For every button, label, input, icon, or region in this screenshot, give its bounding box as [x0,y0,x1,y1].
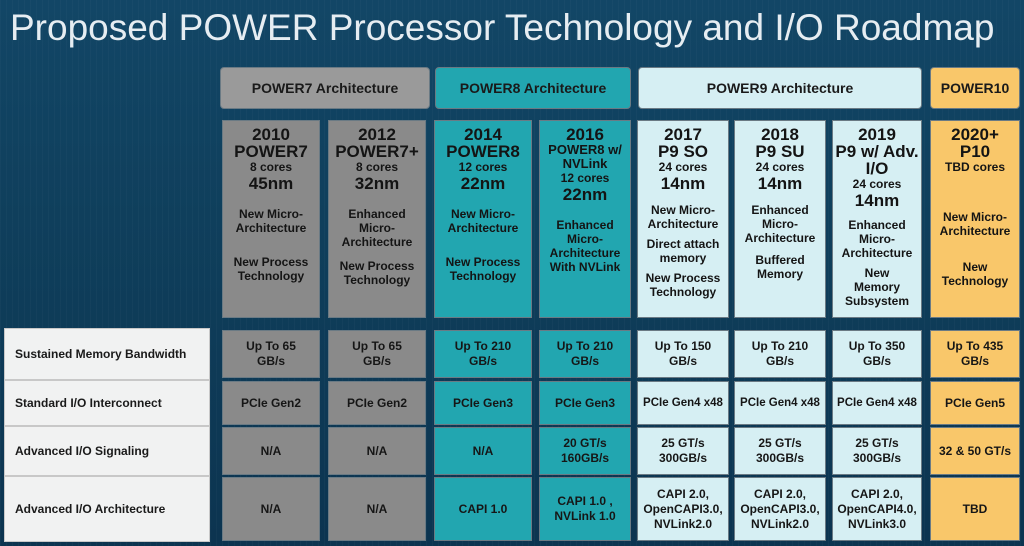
year: 2012 [358,125,396,144]
table-cell: 25 GT/s 300GB/s [832,427,922,475]
table-cell: N/A [222,477,320,541]
feature: New Micro-Architecture [447,207,519,235]
table-cell: PCIe Gen5 [930,381,1020,425]
table-cell: PCIe Gen3 [539,381,631,425]
processor-name: POWER7 [234,142,308,161]
processor-name: P9 SU [755,142,805,161]
table-cell: 25 GT/s 300GB/s [637,427,729,475]
table-cell: PCIe Gen2 [328,381,426,425]
generation-column: 2018 P9 SU 24 cores 14nm Enhanced Micro-… [734,120,826,318]
processor-name: POWER8 w/ NVLink [548,142,622,171]
processor-name: POWER8 [446,142,520,161]
table-cell: 32 & 50 GT/s [930,427,1020,475]
table-cell: TBD [930,477,1020,541]
processor-name: POWER7+ [335,142,419,161]
feature: New Memory Subsystem [844,266,910,308]
year: 2014 [464,125,502,144]
table-cell: Up To 65 GB/s [222,330,320,378]
year: 2019 [858,125,896,144]
core-count: 12 cores [560,171,610,185]
generation-column: 2020+ P10 TBD cores New Micro-Architectu… [930,120,1020,318]
processor-name: P9 SO [657,142,709,161]
table-cell: 20 GT/s 160GB/s [539,427,631,475]
generation-column: 2017 P9 SO 24 cores 14nm New Micro-Archi… [637,120,729,318]
table-cell: Up To 65 GB/s [328,330,426,378]
feature: New Micro-Architecture [235,207,307,235]
table-cell: CAPI 1.0 [434,477,532,541]
year: 2018 [761,125,799,144]
table-cell: N/A [328,427,426,475]
process-node: 14nm [660,174,706,193]
row-label: Standard I/O Interconnect [4,380,210,426]
family-header-power7: POWER7 Architecture [220,67,430,109]
feature: Buffered Memory [755,253,805,281]
core-count: 24 cores [755,160,805,174]
core-count: 24 cores [852,177,902,191]
table-cell: PCIe Gen3 [434,381,532,425]
table-cell: CAPI 2.0, OpenCAPI3.0, NVLink2.0 [637,477,729,541]
feature: New Micro-Architecture [647,203,719,231]
year: 2016 [566,125,604,144]
processor-name: P9 w/ Adv. I/O [835,142,919,178]
feature: New Process Technology [233,255,309,283]
table-cell: CAPI 2.0, OpenCAPI4.0, NVLink3.0 [832,477,922,541]
generation-column: 2012 POWER7+ 8 cores 32nm Enhanced Micro… [328,120,426,318]
feature: Enhanced Micro-Architecture With NVLink [549,218,621,274]
table-cell: PCIe Gen4 x48 [637,381,729,425]
process-node: 22nm [460,174,506,193]
year: 2020+ [951,125,999,144]
feature: New Micro-Architecture [939,210,1011,238]
table-cell: PCIe Gen2 [222,381,320,425]
feature: New Process Technology [445,255,521,283]
process-node: 14nm [854,191,900,210]
core-count: 8 cores [249,160,293,174]
year: 2010 [252,125,290,144]
feature: Enhanced Micro-Architecture [744,203,816,245]
table-cell: 25 GT/s 300GB/s [734,427,826,475]
table-cell: PCIe Gen4 x48 [734,381,826,425]
table-cell: N/A [328,477,426,541]
table-cell: Up To 210 GB/s [539,330,631,378]
process-node: 22nm [562,185,608,204]
core-count: 12 cores [458,160,508,174]
table-cell: Up To 350 GB/s [832,330,922,378]
feature: New Process Technology [645,271,721,299]
process-node: 45nm [248,174,294,193]
generation-column: 2019 P9 w/ Adv. I/O 24 cores 14nm Enhanc… [832,120,922,318]
core-count: 24 cores [658,160,708,174]
table-cell: N/A [434,427,532,475]
slide-title: Proposed POWER Processor Technology and … [10,7,995,48]
generation-column: 2010 POWER7 8 cores 45nm New Micro-Archi… [222,120,320,318]
row-label: Advanced I/O Signaling [4,426,210,476]
row-label: Advanced I/O Architecture [4,476,210,542]
process-node: 14nm [757,174,803,193]
family-header-power9: POWER9 Architecture [638,67,922,109]
feature: New Technology [941,260,1009,288]
table-cell: Up To 210 GB/s [434,330,532,378]
table-cell: CAPI 2.0, OpenCAPI3.0, NVLink2.0 [734,477,826,541]
feature: New Process Technology [339,259,415,287]
feature: Enhanced Micro-Architecture [841,218,913,260]
family-header-power10: POWER10 [930,67,1020,109]
table-cell: N/A [222,427,320,475]
generation-column: 2014 POWER8 12 cores 22nm New Micro-Arch… [434,120,532,318]
table-cell: PCIe Gen4 x48 [832,381,922,425]
generation-column: 2016 POWER8 w/ NVLink 12 cores 22nm Enha… [539,120,631,318]
process-node: 32nm [354,174,400,193]
table-cell: Up To 435 GB/s [930,330,1020,378]
core-count: 8 cores [355,160,399,174]
table-cell: Up To 150 GB/s [637,330,729,378]
core-count: TBD cores [944,160,1006,174]
table-cell: Up To 210 GB/s [734,330,826,378]
table-cell: CAPI 1.0 , NVLink 1.0 [539,477,631,541]
feature: Direct attach memory [646,237,720,265]
feature: Enhanced Micro-Architecture [341,207,413,249]
family-header-power8: POWER8 Architecture [435,67,631,109]
row-label: Sustained Memory Bandwidth [4,328,210,380]
year: 2017 [664,125,702,144]
processor-name: P10 [959,142,991,161]
